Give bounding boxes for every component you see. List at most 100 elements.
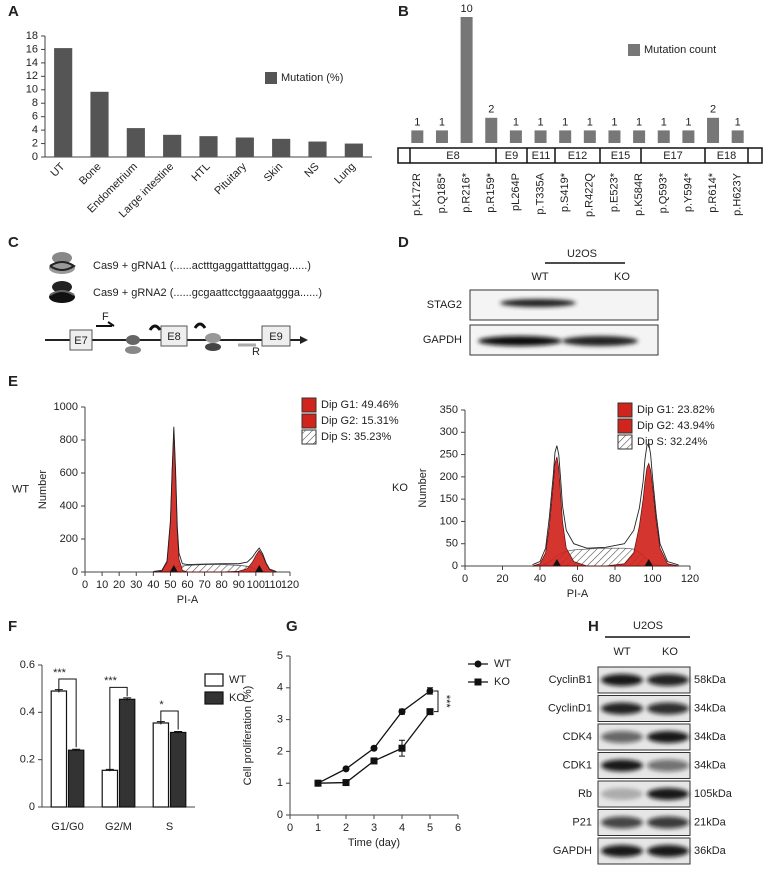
marker	[426, 708, 434, 716]
value-label: 1	[735, 116, 741, 128]
x-tick-label: 100	[247, 579, 265, 591]
size-label: 58kDa	[694, 674, 727, 686]
panel-label: F	[8, 618, 17, 635]
bar	[707, 117, 720, 143]
protein-label: STAG2	[427, 299, 462, 311]
y-axis-label: Number	[37, 470, 49, 509]
legend-swatch	[301, 429, 317, 445]
x-tick-label: G1/G0	[51, 821, 83, 833]
x-tick-label: 5	[427, 822, 433, 834]
value-label: 10	[460, 3, 472, 15]
value-label: 1	[661, 116, 667, 128]
bar	[509, 130, 522, 143]
bar	[657, 130, 670, 143]
y-tick-label: 0	[32, 151, 38, 163]
exon-label: E17	[663, 150, 683, 162]
x-tick-label: 60	[181, 579, 193, 591]
protein-label: GAPDH	[553, 845, 592, 857]
x-axis-label: PI-A	[567, 588, 589, 600]
bar	[118, 698, 136, 808]
bar	[152, 722, 170, 808]
blot-band	[601, 702, 643, 715]
value-label: 1	[587, 116, 593, 128]
protein-label: CDK4	[563, 731, 592, 743]
x-tick-label: 110	[264, 579, 282, 591]
y-tick-label: 50	[446, 538, 458, 550]
y-tick-label: 0.2	[20, 754, 35, 766]
y-axis-label: Number	[417, 468, 429, 507]
panel-label: A	[8, 3, 19, 20]
legend-swatch	[265, 72, 277, 84]
guide-text: Cas9 + gRNA1 (......actttgaggatttattggag…	[93, 260, 311, 272]
bar	[163, 134, 182, 157]
legend-label: WT	[229, 674, 246, 686]
legend-swatch	[617, 402, 633, 418]
size-label: 34kDa	[694, 759, 727, 771]
significance-label: ***	[104, 675, 118, 687]
bar	[50, 690, 68, 808]
bar	[534, 130, 547, 143]
exon-label: E9	[269, 331, 282, 343]
x-tick-label: p.E523*	[608, 172, 620, 212]
y-tick-label: 0	[277, 809, 283, 821]
x-tick-label: 20	[496, 573, 508, 585]
x-tick-label: HTL	[189, 161, 212, 184]
blot-band	[647, 731, 689, 743]
blot-band	[601, 674, 643, 686]
x-tick-label: 4	[399, 822, 405, 834]
y-tick-label: 100	[440, 515, 458, 527]
x-tick-label: 10	[96, 579, 108, 591]
legend-swatch	[617, 434, 633, 450]
y-tick-label: 6	[32, 111, 38, 123]
x-tick-label: p.K172R	[411, 173, 423, 216]
bar	[54, 48, 73, 157]
blot-band	[601, 845, 643, 857]
blot-band	[647, 674, 689, 686]
exon-label: E7	[74, 335, 87, 347]
y-tick-label: 1	[277, 777, 283, 789]
y-tick-label: 800	[60, 434, 78, 446]
cell-line: U2OS	[567, 248, 597, 260]
panel-label: E	[8, 373, 18, 390]
guide-text: Cas9 + gRNA2 (......gcgaattcctggaaatggga…	[93, 287, 322, 299]
x-tick-label: 80	[216, 579, 228, 591]
bar	[460, 17, 473, 143]
primer-arrow	[96, 321, 115, 327]
x-tick-label: 40	[534, 573, 546, 585]
value-label: 1	[439, 116, 445, 128]
x-tick-label: G2/M	[105, 821, 132, 833]
y-tick-label: 0	[452, 560, 458, 572]
blot-band	[601, 731, 643, 743]
exon-label: E8	[446, 150, 459, 162]
x-tick-label: p.R159*	[485, 172, 497, 212]
cas9-icon	[49, 281, 75, 303]
histogram-fit	[153, 549, 277, 573]
x-tick-label: 50	[164, 579, 176, 591]
blot-band	[647, 759, 689, 772]
significance-label: ***	[53, 667, 67, 679]
significance-label: *	[159, 699, 164, 711]
protein-label: GAPDH	[423, 334, 462, 346]
significance-bracket	[58, 678, 77, 748]
x-tick-label: Skin	[262, 161, 286, 185]
x-tick-label: NS	[302, 161, 321, 180]
blot-band	[601, 788, 643, 800]
legend-label: KO	[494, 676, 510, 688]
x-tick-label: 0	[462, 573, 468, 585]
size-label: 105kDa	[694, 788, 733, 800]
blot-band	[562, 336, 638, 346]
lane-label: KO	[662, 646, 678, 658]
legend-label: Mutation (%)	[281, 72, 343, 84]
y-tick-label: 1000	[54, 401, 78, 413]
legend-label: Dip G1: 23.82%	[637, 404, 715, 416]
y-tick-label: 200	[60, 533, 78, 545]
x-tick-label: Lung	[332, 161, 358, 187]
error-bar	[72, 748, 81, 752]
bar	[583, 130, 596, 143]
legend-swatch	[204, 673, 224, 687]
blot-band	[647, 788, 689, 800]
value-label: 1	[414, 116, 420, 128]
x-tick-label: 3	[371, 822, 377, 834]
legend-swatch	[301, 397, 317, 413]
legend-label: Dip G2: 15.31%	[321, 415, 399, 427]
